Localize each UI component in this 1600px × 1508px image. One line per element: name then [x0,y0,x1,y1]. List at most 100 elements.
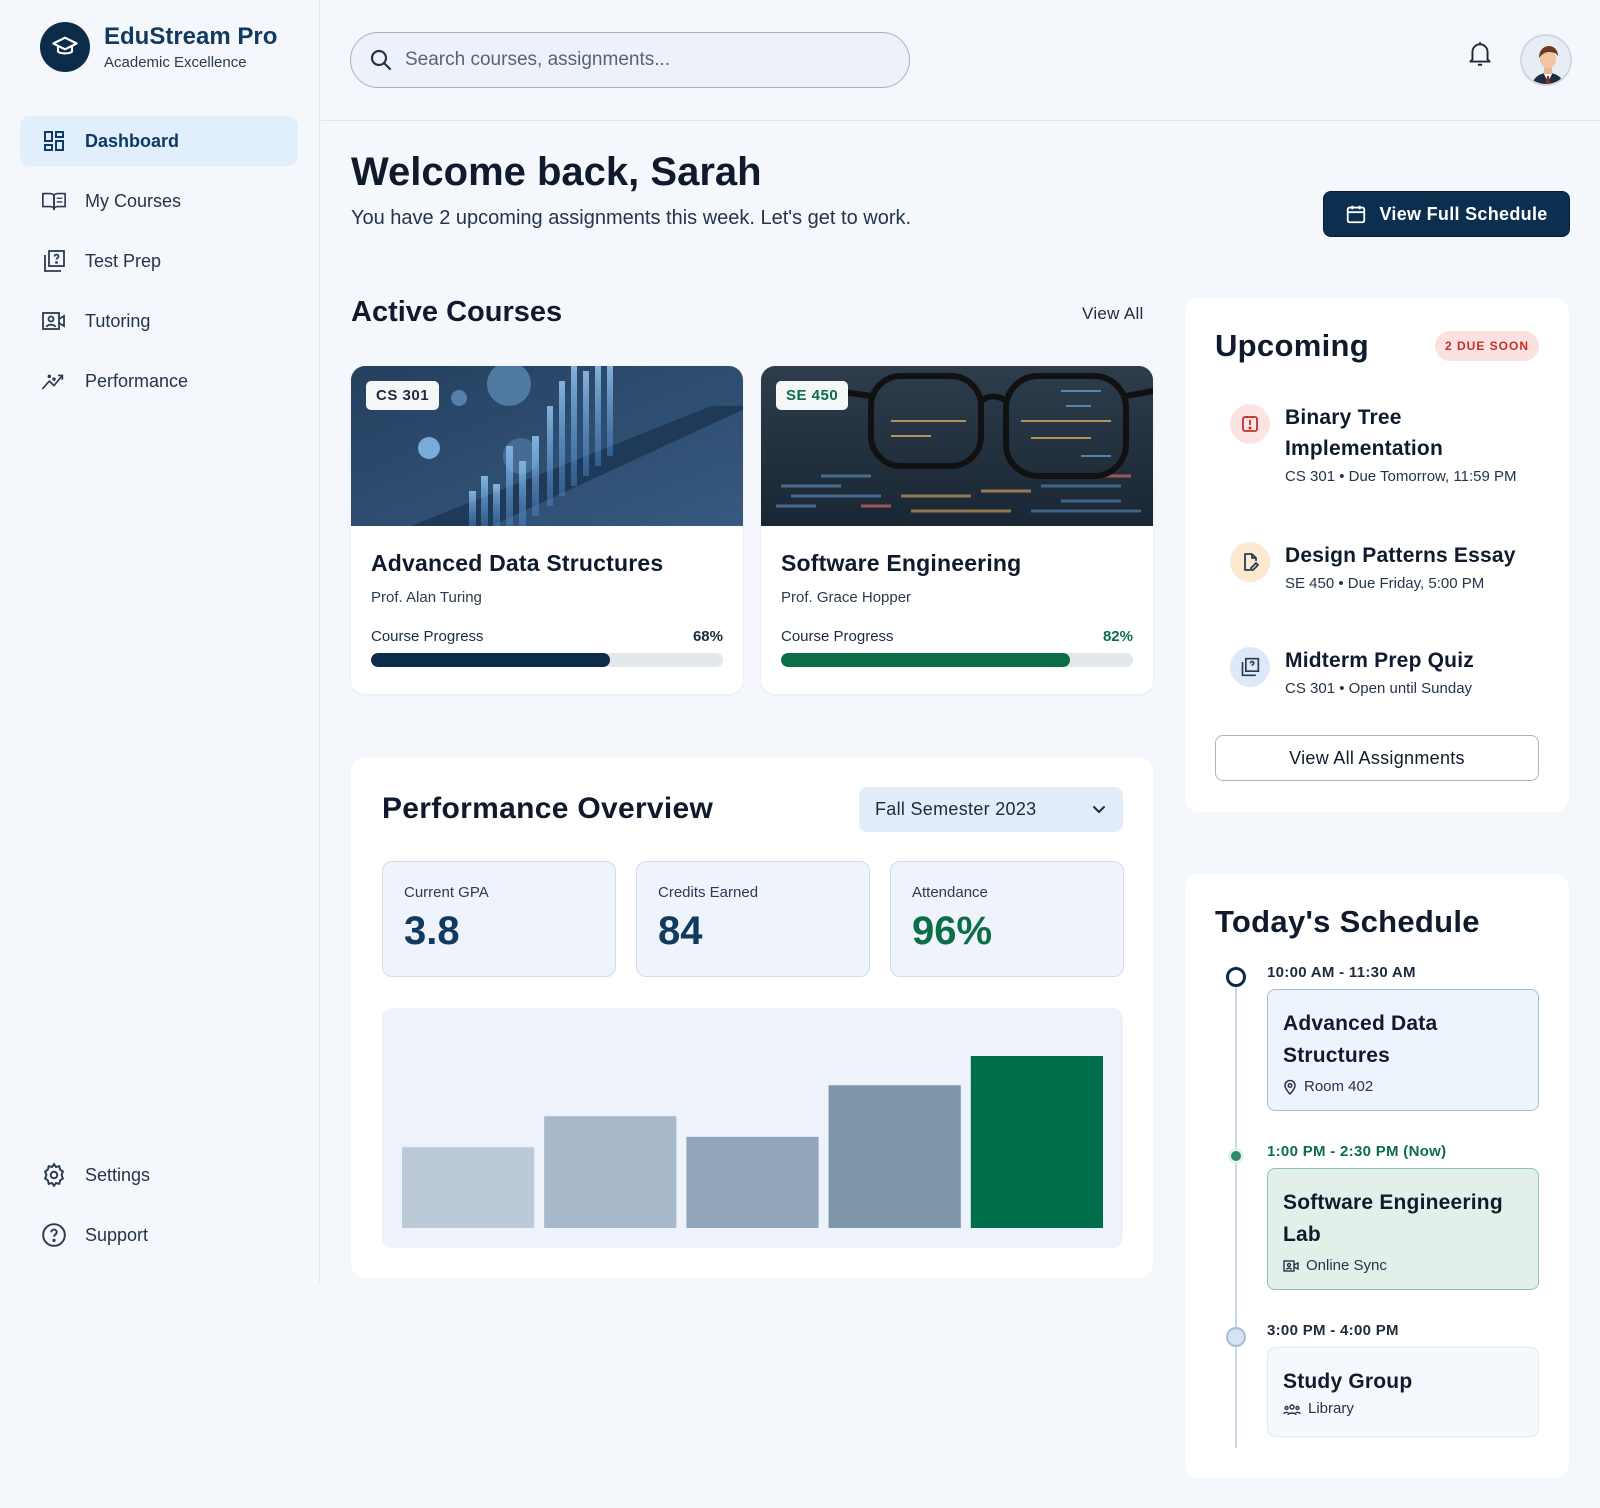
bell-icon[interactable] [1467,40,1493,68]
sidebar-item-label: Test Prep [85,250,162,271]
stat-card-gpa: Current GPA 3.8 [382,861,616,977]
sidebar-item-support[interactable]: Support [20,1210,298,1260]
course-progress-value: 82% [1102,628,1133,645]
upcoming-title: Upcoming [1215,328,1369,363]
upcoming-card: Upcoming 2 DUE SOON Binary Tree Implemen… [1185,298,1569,812]
alert-icon [1230,404,1270,444]
course-professor: Prof. Grace Hopper [781,589,912,606]
upcoming-item[interactable]: Design Patterns Essay SE 450 • Due Frida… [1230,540,1550,592]
performance-overview-card: Performance Overview Fall Semester 2023 … [351,757,1153,1278]
chevron-down-icon [1091,805,1107,815]
course-code-badge: CS 301 [366,381,440,410]
upcoming-item-meta: CS 301 • Open until Sunday [1285,680,1473,697]
course-professor: Prof. Alan Turing [371,589,482,606]
timeline-line [1235,966,1237,1448]
schedule-slot-time: 3:00 PM - 4:00 PM [1267,1322,1399,1339]
search-bar[interactable] [350,32,910,88]
dashboard-icon [41,128,67,154]
upcoming-item-meta: CS 301 • Due Tomorrow, 11:59 PM [1285,468,1517,485]
sidebar-item-label: Support [85,1224,149,1245]
course-title: Advanced Data Structures [371,550,664,576]
search-icon [369,48,393,72]
sidebar-item-performance[interactable]: Performance [20,356,298,406]
upcoming-item-title: Design Patterns Essay [1285,544,1516,567]
schedule-slot[interactable]: Study Group Library [1267,1347,1539,1437]
gear-icon [41,1162,67,1188]
stat-value: 84 [658,909,703,953]
due-soon-badge: 2 DUE SOON [1435,331,1540,361]
course-card[interactable]: SE 450 Software Engineering Prof. Grace … [761,366,1153,694]
location-pin-icon [1283,1079,1297,1095]
todays-schedule-card: Today's Schedule 10:00 AM - 11:30 AM Adv… [1185,874,1569,1478]
upcoming-item-meta: SE 450 • Due Friday, 5:00 PM [1285,575,1485,592]
schedule-slot-time: 1:00 PM - 2:30 PM (Now) [1267,1143,1447,1160]
sidebar-item-dashboard[interactable]: Dashboard [20,116,298,166]
course-card[interactable]: CS 301 Advanced Data Structures Prof. Al… [351,366,743,694]
brand[interactable]: EduStream Pro Academic Excellence [40,22,277,72]
schedule-slot-name: Software Engineering Lab [1283,1191,1503,1246]
brand-tagline: Academic Excellence [104,54,247,71]
stat-label: Current GPA [404,884,489,901]
chart-bar-5 [970,1056,1103,1228]
schedule-slot-location: Room 402 [1304,1078,1374,1095]
sidebar-item-settings[interactable]: Settings [20,1150,298,1200]
semester-select[interactable]: Fall Semester 2023 [859,787,1123,832]
view-all-courses-link[interactable]: View All [1082,304,1144,323]
sidebar-item-tutoring[interactable]: Tutoring [20,296,298,346]
schedule-slot[interactable]: Software Engineering Lab Online Sync [1267,1168,1539,1290]
performance-title: Performance Overview [382,792,714,825]
active-courses-title: Active Courses [351,296,563,328]
user-avatar[interactable] [1520,34,1572,86]
performance-bar-chart [382,1008,1123,1248]
view-all-assignments-button[interactable]: View All Assignments [1215,735,1539,781]
stat-value: 3.8 [404,909,460,953]
chart-svg [402,1056,1103,1228]
group-icon [1283,1402,1301,1416]
book-open-icon [41,188,67,214]
sidebar-item-test-prep[interactable]: Test Prep [20,236,298,286]
course-banner-image: CS 301 [351,366,743,526]
course-progress-fill [781,653,1070,667]
course-banner-image: SE 450 [761,366,1153,526]
sidebar-item-label: Dashboard [85,130,180,151]
stat-label: Credits Earned [658,884,759,901]
chart-bar-1 [402,1147,535,1228]
timeline-dot [1226,1327,1246,1347]
calendar-icon [1345,203,1367,225]
welcome-subtitle: You have 2 upcoming assignments this wee… [351,207,912,229]
quiz-icon [1230,647,1270,687]
schedule-slot-location: Online Sync [1306,1257,1387,1274]
course-progress-fill [371,653,611,667]
bottom-nav: Settings Support [20,1150,298,1270]
chart-bar-2 [544,1116,677,1228]
sidebar-item-label: My Courses [85,190,182,211]
view-full-schedule-label: View Full Schedule [1379,203,1548,224]
brand-name: EduStream Pro [104,23,278,50]
quiz-icon [41,248,67,274]
course-title: Software Engineering [781,550,1022,576]
schedule-slot[interactable]: Advanced Data Structures Room 402 [1267,989,1539,1111]
upcoming-item[interactable]: Binary Tree Implementation CS 301 • Due … [1230,402,1550,485]
graduation-cap-icon [40,22,90,72]
timeline-dot-now [1228,1148,1244,1164]
search-input[interactable] [405,49,875,71]
upcoming-item-title: Midterm Prep Quiz [1285,649,1474,672]
sidebar-item-label: Tutoring [85,310,151,331]
schedule-slot-location: Library [1308,1400,1354,1417]
view-full-schedule-button[interactable]: View Full Schedule [1323,191,1570,237]
sidebar-item-my-courses[interactable]: My Courses [20,176,298,226]
course-progress-label: Course Progress [371,628,484,645]
stat-label: Attendance [912,884,988,901]
sidebar-item-label: Performance [85,370,189,391]
upcoming-item[interactable]: Midterm Prep Quiz CS 301 • Open until Su… [1230,645,1550,697]
trend-icon [41,368,67,394]
video-person-icon [41,308,67,334]
chart-bar-3 [686,1136,819,1228]
sidebar: EduStream Pro Academic Excellence Dashbo… [0,0,320,1282]
course-progress-value: 68% [692,628,723,645]
edit-document-icon [1230,542,1270,582]
upcoming-item-title: Binary Tree Implementation [1285,406,1443,460]
chart-bar-4 [828,1085,961,1228]
sidebar-item-label: Settings [85,1164,151,1185]
help-circle-icon [41,1222,67,1248]
